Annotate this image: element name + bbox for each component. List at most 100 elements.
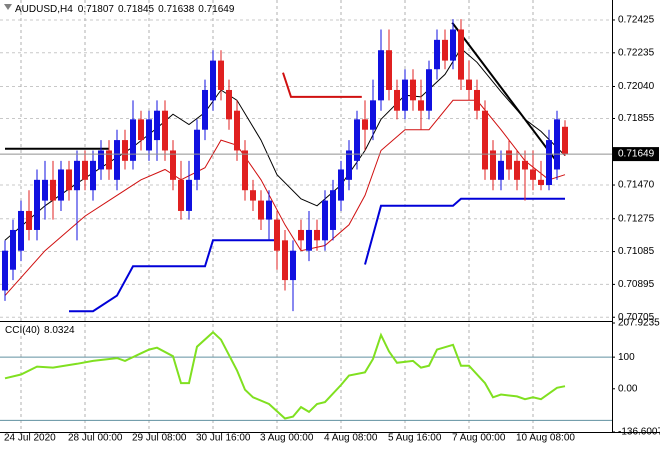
candle-body <box>226 89 232 120</box>
candle-body <box>194 129 200 180</box>
indicator-name: CCI(40) <box>5 325 40 336</box>
x-tick-label: 5 Aug 16:00 <box>388 433 442 444</box>
chart-header: AUDUSD,H4 0.71807 0.71845 0.71638 0.71649 <box>15 4 235 15</box>
candle-body <box>234 110 240 151</box>
candle-body <box>42 179 48 201</box>
y-tick-label: 0.71855 <box>618 113 655 124</box>
candle-body <box>34 179 40 230</box>
candle-body <box>546 140 552 186</box>
symbol: AUDUSD,H4 <box>15 4 73 15</box>
low-value: 0.71638 <box>158 4 195 15</box>
candle-body <box>26 210 32 230</box>
y-tick-label: 0.72425 <box>618 15 655 26</box>
candle-body <box>354 119 360 161</box>
chart-icon <box>4 4 12 10</box>
y-tick-label: 0.71085 <box>618 246 655 257</box>
y-tick-label: 100 <box>618 352 635 363</box>
indicator-line <box>4 330 566 420</box>
indicator-line <box>69 197 565 313</box>
candle-body <box>266 200 272 220</box>
candle-body <box>290 250 296 281</box>
candle-body <box>490 150 496 180</box>
y-tick-label: 0.72040 <box>618 81 655 92</box>
candle-body <box>82 160 88 180</box>
candle-body <box>138 119 144 141</box>
candle-body <box>18 210 24 251</box>
candle-body <box>338 169 344 201</box>
candle-body <box>10 229 16 270</box>
candle-body <box>250 190 256 201</box>
candle-body <box>90 160 96 191</box>
y-tick-label: 0.71275 <box>618 213 655 224</box>
candle-body <box>394 89 400 111</box>
candle-body <box>242 150 248 191</box>
candle-body <box>274 219 280 251</box>
candle-body <box>202 89 208 130</box>
y-tick-label: 207.9235 <box>618 318 660 329</box>
candle-body <box>386 50 392 90</box>
candle-body <box>162 110 168 151</box>
x-tick-label: 30 Jul 16:00 <box>196 433 251 444</box>
candle-body <box>514 160 520 180</box>
candle-body <box>530 169 536 180</box>
x-tick-label: 7 Aug 00:00 <box>452 433 506 444</box>
candle-body <box>346 150 352 180</box>
candle-body <box>114 140 120 180</box>
candle-body <box>498 160 504 180</box>
candle-body <box>170 150 176 180</box>
candle-body <box>450 29 456 61</box>
candle-body <box>410 79 416 101</box>
x-tick-label: 24 Jul 2020 <box>4 433 56 444</box>
x-tick-label: 10 Aug 08:00 <box>516 433 575 444</box>
candle-body <box>282 240 288 281</box>
candle-body <box>554 119 560 170</box>
indicator-line <box>282 72 362 98</box>
candle-body <box>418 100 424 111</box>
candle-body <box>458 29 464 80</box>
x-tick-label: 4 Aug 08:00 <box>324 433 378 444</box>
candle-body <box>210 60 216 101</box>
candle-body <box>66 169 72 191</box>
candle-body <box>122 140 128 161</box>
candle-body <box>426 69 432 111</box>
candle-body <box>178 179 184 211</box>
candle-body <box>58 169 64 201</box>
candle-body <box>330 190 336 230</box>
candle-body <box>466 79 472 90</box>
candle-body <box>186 179 192 211</box>
candle-body <box>314 229 320 241</box>
indicator-value: 8.0324 <box>44 325 75 336</box>
indicator-header: CCI(40) 8.0324 <box>5 325 75 336</box>
candle-body <box>522 160 528 170</box>
candle-body <box>74 160 80 191</box>
price-marker-label: 0.71649 <box>618 149 655 160</box>
x-tick-label: 3 Aug 00:00 <box>260 433 314 444</box>
high-value: 0.71845 <box>118 4 155 15</box>
candle-body <box>474 89 480 111</box>
open-value: 0.71807 <box>78 4 115 15</box>
candle-body <box>402 79 408 111</box>
y-tick-label: 0.00 <box>618 383 638 394</box>
candle-body <box>98 150 104 170</box>
close-value: 0.71649 <box>198 4 235 15</box>
candle-body <box>154 110 160 141</box>
y-tick-label: -136.6007 <box>618 427 660 438</box>
indicator-line <box>451 21 557 162</box>
candle-body <box>506 150 512 170</box>
candle-body <box>258 200 264 220</box>
y-tick-label: 0.70705 <box>618 312 655 323</box>
y-tick-label: 0.72235 <box>618 47 655 58</box>
candle-body <box>130 119 136 161</box>
candle-body <box>538 179 544 186</box>
x-tick-label: 28 Jul 00:00 <box>68 433 123 444</box>
candle-body <box>378 50 384 101</box>
candle-body <box>362 119 368 130</box>
candle-body <box>218 60 224 90</box>
candle-body <box>2 250 8 291</box>
candle-body <box>482 110 488 170</box>
candle-body <box>50 179 56 201</box>
candle-body <box>562 126 568 155</box>
candle-body <box>442 39 448 61</box>
